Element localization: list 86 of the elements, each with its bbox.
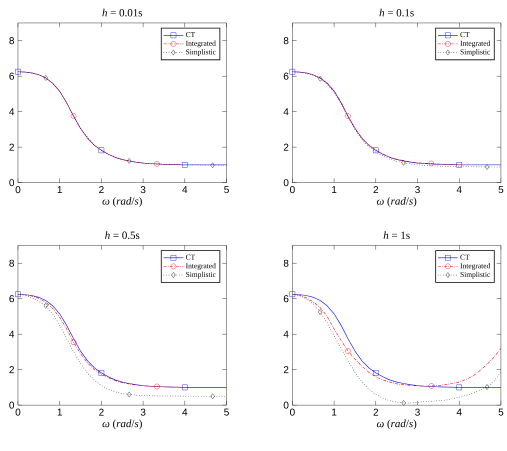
point bbox=[210, 162, 215, 168]
y-tick-label: 0 bbox=[9, 179, 14, 186]
x-tick-label: 2 bbox=[99, 186, 104, 194]
x-tick-label: 2 bbox=[374, 408, 378, 416]
y-tick-label: 8 bbox=[9, 260, 14, 267]
x-tick-label: 4 bbox=[456, 186, 462, 193]
x-axis-title: ω (rad/s) bbox=[102, 196, 142, 207]
point bbox=[210, 393, 215, 400]
y-tick-label: 4 bbox=[9, 330, 14, 338]
point bbox=[318, 76, 322, 82]
point bbox=[15, 68, 21, 75]
y-tick-label: 6 bbox=[284, 295, 288, 302]
x-tick-label: 0 bbox=[16, 408, 20, 416]
y-tick-label: 8 bbox=[284, 37, 288, 44]
chart-title: h = 0.5s bbox=[105, 231, 140, 239]
line-series bbox=[292, 71, 466, 166]
y-tick-label: 2 bbox=[284, 366, 288, 374]
y-tick-label: 6 bbox=[9, 72, 14, 80]
y-tick-label: 4 bbox=[284, 330, 289, 338]
point bbox=[182, 162, 188, 168]
line-series bbox=[18, 71, 186, 166]
point bbox=[484, 164, 490, 170]
x-tick-label: 1 bbox=[332, 186, 336, 193]
point bbox=[290, 68, 296, 75]
x-axis-title: ω (rad/s) bbox=[376, 420, 416, 430]
x-tick-label: 4 bbox=[456, 408, 462, 416]
chart-title: h = 1s bbox=[384, 231, 410, 239]
x-tick-label: 3 bbox=[140, 408, 146, 416]
point bbox=[98, 370, 104, 376]
x-tick-label: 1 bbox=[58, 408, 62, 416]
point bbox=[456, 384, 462, 390]
x-tick-label: 5 bbox=[498, 186, 504, 194]
x-tick-label: 0 bbox=[16, 186, 20, 194]
y-tick-label: 8 bbox=[9, 37, 14, 44]
point bbox=[401, 400, 406, 406]
point bbox=[345, 348, 351, 354]
y-tick-label: 6 bbox=[9, 295, 14, 302]
y-tick-label: 8 bbox=[284, 260, 288, 267]
x-tick-label: 1 bbox=[332, 408, 336, 416]
x-tick-label: 4 bbox=[182, 186, 188, 193]
point bbox=[15, 291, 21, 298]
x-tick-label: 3 bbox=[140, 186, 146, 194]
x-tick-label: 5 bbox=[224, 408, 229, 416]
x-tick-label: 3 bbox=[415, 408, 420, 416]
x-tick-label: 5 bbox=[224, 186, 229, 194]
y-tick-label: 6 bbox=[284, 72, 288, 80]
point bbox=[98, 148, 104, 154]
y-tick-label: 2 bbox=[9, 144, 14, 151]
point bbox=[44, 75, 48, 81]
line-series bbox=[18, 294, 186, 388]
point bbox=[127, 158, 132, 164]
y-tick-label: 4 bbox=[9, 108, 14, 116]
x-tick-label: 0 bbox=[290, 186, 295, 194]
point bbox=[373, 148, 379, 154]
y-tick-label: 0 bbox=[284, 179, 288, 186]
point bbox=[456, 162, 462, 168]
x-tick-label: 1 bbox=[58, 186, 62, 193]
point bbox=[345, 113, 351, 119]
x-tick-label: 2 bbox=[99, 408, 104, 416]
point bbox=[484, 384, 490, 390]
x-tick-label: 2 bbox=[374, 186, 378, 194]
point bbox=[127, 392, 132, 398]
point bbox=[154, 384, 160, 390]
point bbox=[318, 309, 322, 315]
point bbox=[428, 160, 434, 166]
point bbox=[401, 160, 406, 166]
y-tick-label: 0 bbox=[284, 402, 288, 409]
point bbox=[182, 384, 188, 390]
point bbox=[290, 291, 296, 298]
x-tick-label: 4 bbox=[182, 408, 188, 416]
chart-title: h = 0.01s bbox=[102, 8, 142, 16]
point bbox=[428, 383, 434, 389]
x-tick-label: 0 bbox=[290, 408, 295, 416]
point bbox=[373, 370, 379, 376]
x-tick-label: 5 bbox=[498, 408, 504, 416]
y-tick-label: 2 bbox=[284, 144, 288, 151]
y-tick-label: 4 bbox=[284, 108, 289, 116]
point bbox=[70, 339, 76, 345]
x-axis-title: ω (rad/s) bbox=[376, 196, 416, 207]
point bbox=[70, 113, 76, 119]
y-tick-label: 2 bbox=[9, 366, 14, 374]
chart-title: h = 0.1s bbox=[380, 8, 414, 16]
x-axis-title: ω (rad/s) bbox=[102, 420, 142, 430]
y-tick-label: 0 bbox=[9, 402, 14, 409]
x-tick-label: 3 bbox=[415, 186, 420, 194]
point bbox=[154, 161, 160, 167]
